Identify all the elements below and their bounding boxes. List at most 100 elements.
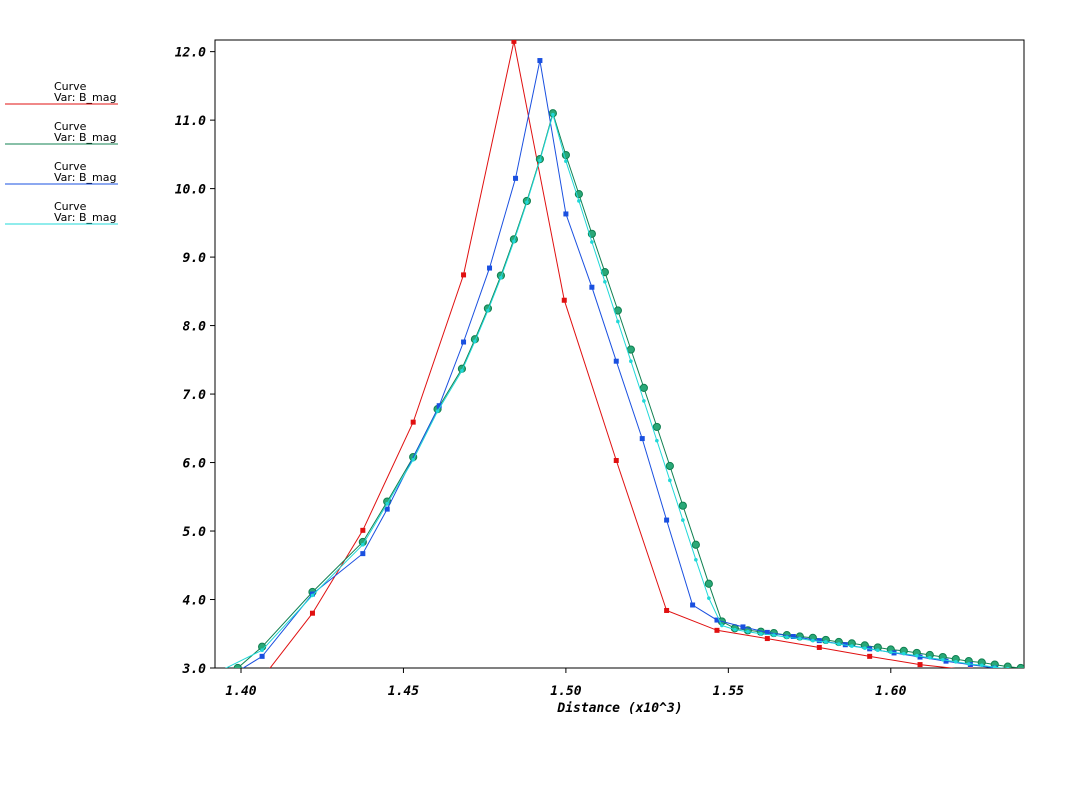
data-point — [642, 399, 646, 403]
y-tick-label: 8.0 — [183, 320, 207, 335]
series-line — [242, 60, 999, 668]
data-point — [361, 542, 365, 547]
legend-title: Curve — [54, 200, 87, 213]
data-point — [411, 458, 415, 462]
legend-variable: Var: B_mag — [54, 171, 116, 184]
series-1 — [260, 40, 973, 681]
data-point — [513, 175, 519, 181]
data-point — [213, 672, 217, 676]
data-point — [1019, 668, 1023, 672]
data-point — [259, 653, 265, 659]
data-point — [714, 617, 720, 623]
series-line — [269, 41, 956, 668]
y-tick-label: 3.0 — [182, 662, 207, 677]
data-point — [655, 438, 659, 443]
data-point — [764, 636, 770, 642]
data-point — [733, 627, 737, 632]
data-point — [589, 284, 595, 290]
data-point — [639, 383, 648, 392]
data-point — [668, 478, 672, 483]
series-3 — [235, 58, 1023, 674]
y-tick-label: 7.0 — [183, 388, 207, 403]
data-point — [1018, 669, 1023, 674]
data-point — [360, 551, 366, 557]
data-point — [992, 665, 997, 668]
data-point — [943, 658, 949, 664]
data-point — [577, 199, 581, 203]
data-point — [590, 240, 594, 244]
x-tick-label: 1.50 — [550, 684, 581, 699]
data-point — [473, 339, 477, 344]
data-point — [681, 518, 685, 522]
data-point — [678, 501, 687, 510]
data-point — [561, 297, 567, 303]
data-point — [664, 517, 670, 523]
x-tick-label: 1.55 — [713, 684, 744, 699]
series-line — [224, 112, 1006, 668]
data-point — [824, 640, 828, 644]
legend-title: Curve — [54, 80, 87, 93]
legend-variable: Var: B_mag — [54, 211, 116, 224]
data-point — [901, 651, 906, 656]
data-point — [310, 593, 315, 598]
x-axis: 1.40 1.45 1.50 1.55 1.60 — [225, 668, 907, 699]
data-point — [511, 40, 517, 44]
data-point — [914, 653, 919, 658]
data-point — [639, 436, 645, 442]
data-point — [811, 638, 815, 643]
data-point — [704, 579, 713, 588]
data-point — [235, 669, 240, 674]
data-point — [525, 200, 529, 205]
data-point — [410, 419, 416, 425]
legend-variable: Var: B_mag — [54, 91, 116, 104]
data-point — [790, 633, 796, 639]
x-tick-label: 1.40 — [225, 684, 256, 699]
data-point — [665, 461, 674, 471]
data-point — [875, 648, 880, 652]
data-point — [798, 636, 802, 641]
series-4 — [213, 112, 1023, 676]
data-point — [629, 359, 633, 363]
data-point — [746, 629, 750, 634]
data-point — [694, 557, 698, 562]
data-point — [233, 663, 242, 668]
data-point — [862, 646, 867, 650]
data-point — [979, 663, 984, 668]
y-tick-label: 10.0 — [175, 183, 206, 198]
data-point — [690, 602, 696, 608]
data-point — [436, 403, 442, 409]
data-point — [1006, 666, 1010, 668]
data-point — [461, 272, 467, 278]
y-tick-label: 11.0 — [175, 114, 206, 129]
y-tick-label: 12.0 — [175, 46, 206, 61]
data-point — [720, 623, 724, 628]
data-point — [714, 627, 720, 633]
x-tick-label: 1.45 — [388, 684, 419, 699]
data-point — [888, 650, 893, 655]
data-point — [460, 368, 464, 373]
data-point — [461, 339, 467, 345]
data-point — [260, 676, 265, 681]
y-tick-label: 4.0 — [183, 594, 207, 609]
data-point — [940, 657, 945, 662]
data-point — [603, 279, 607, 284]
y-axis: 3.0 4.0 5.0 6.0 7.0 8.0 9.0 10.0 11.0 12.0 — [175, 46, 215, 677]
data-point — [613, 457, 619, 463]
data-point — [616, 319, 620, 324]
data-point — [664, 607, 670, 613]
data-point — [563, 211, 569, 217]
data-point — [764, 629, 770, 635]
data-point — [967, 667, 973, 668]
data-point — [917, 662, 923, 668]
data-point — [707, 596, 711, 600]
data-point — [816, 638, 822, 644]
series-2 — [233, 109, 1024, 668]
data-point — [1016, 663, 1024, 668]
data-point — [759, 631, 763, 636]
data-point — [564, 159, 568, 164]
data-point — [512, 239, 516, 244]
data-point — [850, 644, 854, 648]
data-point — [917, 654, 923, 660]
